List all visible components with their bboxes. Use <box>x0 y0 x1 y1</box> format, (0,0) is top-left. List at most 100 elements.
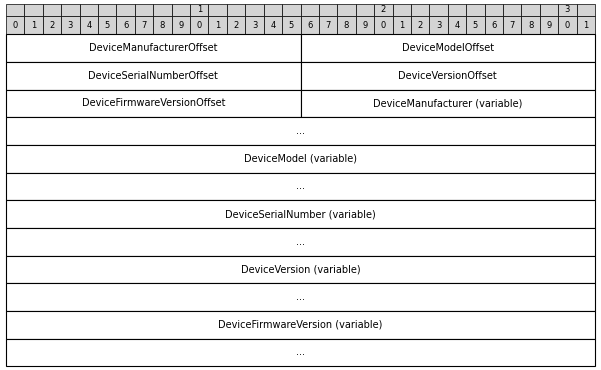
Bar <box>522 16 540 34</box>
Text: 9: 9 <box>178 21 183 30</box>
Text: 0: 0 <box>380 21 386 30</box>
Bar <box>540 4 558 16</box>
Bar <box>429 16 448 34</box>
Bar <box>61 4 79 16</box>
Bar <box>43 4 61 16</box>
Bar <box>117 16 135 34</box>
Bar <box>79 16 98 34</box>
Bar <box>448 16 466 34</box>
Text: 1: 1 <box>583 21 588 30</box>
Bar <box>6 34 300 62</box>
Text: 1: 1 <box>399 21 404 30</box>
Bar <box>153 16 172 34</box>
Bar <box>25 4 43 16</box>
Bar <box>6 62 300 90</box>
Text: 8: 8 <box>160 21 165 30</box>
Bar <box>356 4 374 16</box>
Text: 1: 1 <box>215 21 221 30</box>
Text: 7: 7 <box>141 21 147 30</box>
Bar <box>466 4 484 16</box>
Bar <box>576 4 595 16</box>
Bar <box>25 16 43 34</box>
Bar <box>190 16 209 34</box>
Bar <box>227 16 245 34</box>
Text: 7: 7 <box>325 21 331 30</box>
Text: 8: 8 <box>528 21 533 30</box>
Bar <box>576 16 595 34</box>
Text: DeviceManufacturer (variable): DeviceManufacturer (variable) <box>373 98 522 108</box>
Bar <box>98 16 117 34</box>
Text: DeviceVersionOffset: DeviceVersionOffset <box>398 71 497 81</box>
Text: 5: 5 <box>473 21 478 30</box>
Text: ...: ... <box>296 292 305 302</box>
Bar <box>135 16 153 34</box>
Bar <box>6 16 25 34</box>
Bar <box>153 4 172 16</box>
Text: DeviceManufacturerOffset: DeviceManufacturerOffset <box>89 43 218 53</box>
Bar <box>392 16 411 34</box>
Bar <box>6 145 595 172</box>
Bar <box>135 4 153 16</box>
Bar <box>522 4 540 16</box>
Bar <box>300 62 595 90</box>
Bar <box>356 16 374 34</box>
Bar <box>392 4 411 16</box>
Text: 3: 3 <box>68 21 73 30</box>
Text: 3: 3 <box>252 21 257 30</box>
Text: 5: 5 <box>288 21 294 30</box>
Bar <box>484 4 503 16</box>
Text: ...: ... <box>296 181 305 191</box>
Bar <box>6 4 25 16</box>
Bar <box>6 90 300 117</box>
Bar <box>190 4 209 16</box>
Bar <box>264 4 282 16</box>
Text: 7: 7 <box>510 21 515 30</box>
Bar <box>337 4 356 16</box>
Bar <box>61 16 79 34</box>
Bar <box>300 16 319 34</box>
Text: 2: 2 <box>380 6 386 14</box>
Text: 2: 2 <box>233 21 239 30</box>
Text: 4: 4 <box>270 21 275 30</box>
Bar <box>209 16 227 34</box>
Text: DeviceSerialNumber (variable): DeviceSerialNumber (variable) <box>225 209 376 219</box>
Bar <box>6 283 595 311</box>
Text: DeviceSerialNumberOffset: DeviceSerialNumberOffset <box>88 71 218 81</box>
Bar <box>466 16 484 34</box>
Bar <box>374 16 392 34</box>
Bar <box>319 4 337 16</box>
Bar <box>6 256 595 283</box>
Bar <box>6 117 595 145</box>
Bar <box>98 4 117 16</box>
Bar <box>448 4 466 16</box>
Bar <box>6 172 595 200</box>
Bar <box>411 4 429 16</box>
Text: 8: 8 <box>344 21 349 30</box>
Bar <box>429 4 448 16</box>
Bar <box>337 16 356 34</box>
Bar <box>300 4 319 16</box>
Bar <box>172 16 190 34</box>
Text: 1: 1 <box>31 21 36 30</box>
Bar <box>411 16 429 34</box>
Bar <box>6 311 595 339</box>
Text: 0: 0 <box>197 21 202 30</box>
Bar <box>43 16 61 34</box>
Text: 6: 6 <box>307 21 313 30</box>
Text: 5: 5 <box>105 21 110 30</box>
Bar <box>6 228 595 256</box>
Text: DeviceModelOffset: DeviceModelOffset <box>401 43 494 53</box>
Bar <box>209 4 227 16</box>
Text: 3: 3 <box>436 21 441 30</box>
Text: 2: 2 <box>418 21 423 30</box>
Bar <box>558 4 576 16</box>
Text: 0: 0 <box>13 21 18 30</box>
Text: 9: 9 <box>546 21 552 30</box>
Text: DeviceVersion (variable): DeviceVersion (variable) <box>240 265 361 275</box>
Bar <box>172 4 190 16</box>
Bar <box>227 4 245 16</box>
Bar <box>540 16 558 34</box>
Text: 3: 3 <box>565 6 570 14</box>
Bar <box>300 90 595 117</box>
Bar <box>319 16 337 34</box>
